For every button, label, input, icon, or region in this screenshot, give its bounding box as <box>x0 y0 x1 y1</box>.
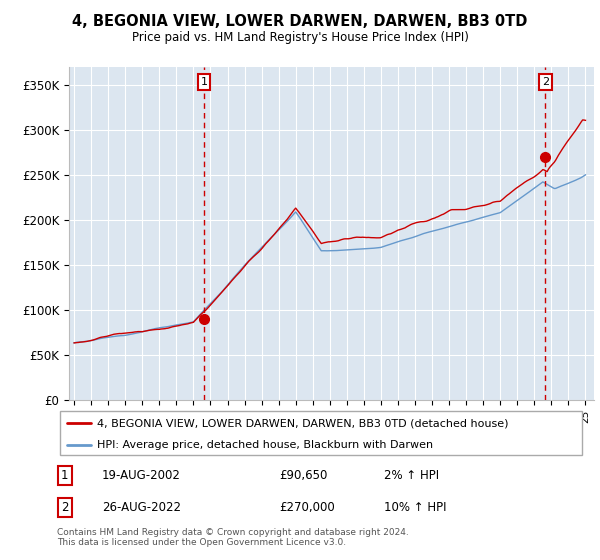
FancyBboxPatch shape <box>59 412 583 455</box>
Text: 2: 2 <box>542 77 549 87</box>
Text: 2: 2 <box>61 501 68 514</box>
Text: £270,000: £270,000 <box>279 501 335 514</box>
Text: 19-AUG-2002: 19-AUG-2002 <box>102 469 181 482</box>
Text: Price paid vs. HM Land Registry's House Price Index (HPI): Price paid vs. HM Land Registry's House … <box>131 31 469 44</box>
Text: 10% ↑ HPI: 10% ↑ HPI <box>385 501 447 514</box>
Text: £90,650: £90,650 <box>279 469 327 482</box>
Text: Contains HM Land Registry data © Crown copyright and database right 2024.
This d: Contains HM Land Registry data © Crown c… <box>57 528 409 548</box>
Text: 26-AUG-2022: 26-AUG-2022 <box>102 501 181 514</box>
Text: 4, BEGONIA VIEW, LOWER DARWEN, DARWEN, BB3 0TD: 4, BEGONIA VIEW, LOWER DARWEN, DARWEN, B… <box>73 14 527 29</box>
Text: 1: 1 <box>61 469 68 482</box>
Text: 1: 1 <box>200 77 208 87</box>
Text: HPI: Average price, detached house, Blackburn with Darwen: HPI: Average price, detached house, Blac… <box>97 440 433 450</box>
Text: 4, BEGONIA VIEW, LOWER DARWEN, DARWEN, BB3 0TD (detached house): 4, BEGONIA VIEW, LOWER DARWEN, DARWEN, B… <box>97 418 508 428</box>
Text: 2% ↑ HPI: 2% ↑ HPI <box>385 469 439 482</box>
